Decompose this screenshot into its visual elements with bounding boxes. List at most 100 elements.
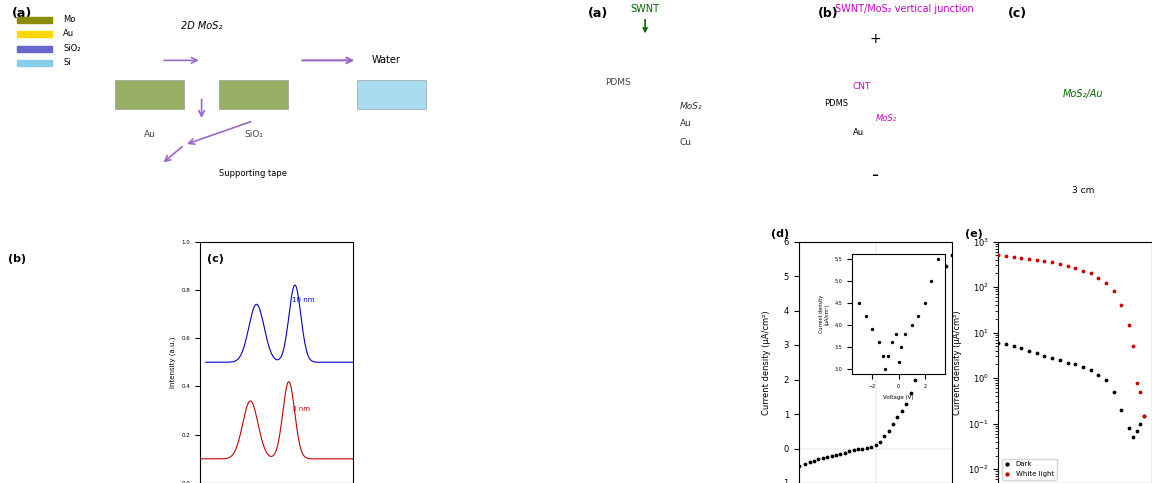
Y-axis label: Current density (μA/cm²): Current density (μA/cm²)	[954, 310, 962, 414]
Text: SiO₂: SiO₂	[244, 130, 263, 140]
Text: PDMS: PDMS	[605, 78, 630, 86]
Text: (e): (e)	[607, 254, 624, 264]
Text: MoS₂/Au: MoS₂/Au	[1062, 88, 1104, 99]
Point	[924, 300, 942, 308]
White light	[1066, 264, 1084, 272]
White light	[1036, 257, 1054, 265]
Text: 10 nm: 10 nm	[446, 442, 468, 448]
Text: SiO₂: SiO₂	[63, 44, 81, 53]
Point	[910, 358, 929, 366]
Text: 3 cm: 3 cm	[1071, 186, 1094, 195]
Dark	[1112, 406, 1130, 414]
Y-axis label: Intensity (a.u.): Intensity (a.u.)	[169, 337, 175, 388]
Point	[943, 252, 962, 259]
Point	[789, 462, 808, 469]
White light	[1131, 388, 1150, 396]
Text: SWNT/MoS₂ vertical junction: SWNT/MoS₂ vertical junction	[835, 4, 973, 14]
Dark	[1105, 388, 1123, 396]
Point	[801, 458, 819, 466]
White light	[1013, 254, 1031, 262]
White light	[1120, 321, 1138, 328]
Bar	[357, 80, 426, 109]
Point	[927, 283, 946, 290]
Text: 5 nm: 5 nm	[614, 459, 632, 465]
Bar	[115, 80, 184, 109]
Y-axis label: Current density (μA/cm²): Current density (μA/cm²)	[763, 310, 771, 414]
Bar	[17, 17, 52, 23]
Text: Au: Au	[645, 382, 654, 387]
Dark	[1089, 370, 1107, 378]
Point	[862, 443, 880, 451]
Text: MoS₂: MoS₂	[446, 362, 463, 368]
Dark	[1097, 376, 1115, 384]
Dark	[1128, 427, 1146, 435]
Bar	[8, 464, 46, 469]
Dark	[1005, 342, 1023, 350]
Point	[857, 444, 876, 452]
Text: Au: Au	[680, 119, 691, 128]
Text: +: +	[870, 32, 881, 46]
Dark	[1020, 347, 1038, 355]
Text: (b): (b)	[8, 254, 25, 264]
Dark	[1135, 412, 1152, 420]
White light	[1097, 280, 1115, 287]
White light	[1123, 342, 1142, 350]
Point	[823, 452, 841, 460]
White light	[990, 251, 1008, 259]
Point	[866, 441, 885, 449]
Dark	[990, 339, 1008, 347]
Text: (a): (a)	[12, 7, 32, 20]
Text: MoS₂: MoS₂	[876, 114, 896, 123]
Point	[835, 449, 854, 456]
Point	[840, 447, 858, 455]
Text: 2D MoS₂: 2D MoS₂	[181, 21, 222, 31]
Dark	[1120, 424, 1138, 432]
Text: Au: Au	[446, 394, 455, 399]
White light	[1051, 260, 1069, 268]
Point	[796, 460, 814, 468]
Dark	[1082, 366, 1100, 374]
Point	[827, 451, 846, 458]
Text: Si: Si	[63, 58, 71, 67]
Text: Cu: Cu	[680, 138, 691, 147]
Dark	[1074, 363, 1092, 370]
Bar	[219, 80, 288, 109]
White light	[1059, 262, 1077, 270]
Legend: Dark, White light: Dark, White light	[1002, 458, 1056, 480]
Point	[897, 400, 916, 408]
Dark	[1059, 359, 1077, 367]
White light	[1028, 256, 1046, 264]
Point	[849, 445, 867, 453]
Text: CNT: CNT	[852, 83, 871, 91]
Point	[932, 272, 950, 280]
Point	[888, 413, 907, 421]
Dark	[1066, 361, 1084, 369]
Point	[854, 445, 872, 453]
White light	[1043, 258, 1061, 266]
Text: (e): (e)	[964, 228, 983, 239]
White light	[1074, 267, 1092, 274]
Dark	[1036, 353, 1054, 360]
Text: Water: Water	[371, 56, 401, 65]
Text: Supporting tape: Supporting tape	[219, 169, 288, 178]
Text: 10 nm: 10 nm	[291, 297, 314, 303]
White light	[1005, 253, 1023, 261]
Point	[832, 450, 850, 457]
Point	[871, 438, 889, 445]
White light	[1089, 274, 1107, 282]
Point	[919, 317, 938, 325]
Text: MoS₂: MoS₂	[680, 102, 703, 111]
Text: MoS₂: MoS₂	[46, 343, 67, 352]
Dark	[1043, 354, 1061, 362]
Point	[813, 455, 832, 462]
Point	[905, 376, 924, 384]
White light	[1105, 287, 1123, 295]
Bar	[17, 31, 52, 37]
Text: MoS₂: MoS₂	[645, 280, 662, 286]
Point	[809, 455, 827, 463]
Dark	[1131, 420, 1150, 427]
Point	[884, 421, 902, 428]
Text: 3 nm: 3 nm	[291, 406, 310, 412]
Dark	[996, 341, 1015, 348]
Dark	[1028, 350, 1046, 357]
